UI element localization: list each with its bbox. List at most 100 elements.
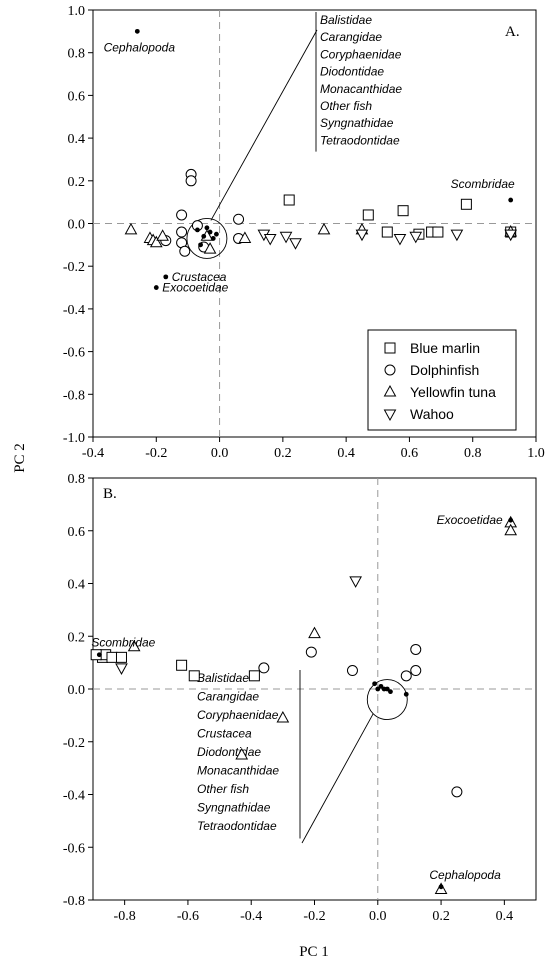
- y-tick-label: 0.6: [68, 89, 86, 104]
- legend-label: Wahoo: [410, 406, 454, 422]
- data-point-blue-marlin: [248, 670, 260, 682]
- legend-marker: [384, 364, 396, 376]
- data-point-wahoo: [279, 231, 293, 244]
- x-axis-title: PC 1: [299, 944, 329, 960]
- y-tick-label: -0.8: [63, 388, 85, 403]
- data-point-yellowfin-tuna: [317, 222, 331, 235]
- data-point-prey: [134, 28, 140, 34]
- data-point-wahoo: [349, 576, 362, 588]
- annotation-label: Exocoetidae: [162, 281, 228, 295]
- data-point-prey: [207, 229, 213, 235]
- data-point-wahoo: [289, 238, 302, 250]
- x-tick-label: -0.4: [240, 909, 262, 924]
- data-point-prey: [195, 227, 200, 233]
- series-blue-marlin: [90, 649, 260, 682]
- data-point-dolphinfish: [410, 665, 422, 677]
- data-point-prey: [508, 517, 514, 523]
- data-point-yellowfin-tuna: [203, 242, 217, 254]
- data-point-yellowfin-tuna: [124, 222, 138, 235]
- data-point-dolphinfish: [400, 670, 412, 682]
- y-tick-label: -0.6: [63, 346, 85, 361]
- data-point-prey: [384, 686, 390, 692]
- data-point-prey: [201, 233, 207, 239]
- group-label-line: Tetraodontidae: [197, 819, 277, 833]
- data-point-blue-marlin: [188, 670, 200, 682]
- group-label-line: Carangidae: [197, 690, 259, 704]
- group-label-line: Carangidae: [320, 30, 382, 44]
- data-point-prey: [508, 197, 514, 203]
- data-point-prey: [96, 652, 102, 658]
- group-label-line: Tetraodontidae: [320, 133, 400, 147]
- data-point-dolphinfish: [179, 245, 191, 257]
- group-label-line: Coryphaenidae: [197, 708, 279, 722]
- group-label-line: Coryphaenidae: [320, 47, 402, 61]
- y-tick-label: -0.4: [63, 303, 85, 318]
- data-point-wahoo: [450, 229, 464, 242]
- annotation-label: Scombridae: [451, 177, 515, 191]
- panel-b: 0.8 0.6 0.4 0.2 0.0 -0.2 -0.4 -0.6 -0.8 -0.8 -0.6 -…: [63, 472, 537, 924]
- data-point-blue-marlin: [115, 651, 127, 663]
- data-point-yellowfin-tuna: [235, 747, 249, 760]
- panel-a: 1.00.80.60.40.20.0-0.2-0.4-0.6-0.8-1.0-0…: [63, 4, 545, 461]
- data-point-prey: [375, 686, 381, 692]
- panel-label: B.: [103, 486, 117, 502]
- data-point-blue-marlin: [176, 659, 188, 671]
- y-tick-label: -0.4: [63, 789, 85, 804]
- data-point-yellowfin-tuna: [504, 523, 518, 536]
- y-axis-title: PC 2: [12, 443, 28, 473]
- panel-label: A.: [505, 24, 520, 40]
- group-label-line: Other fish: [197, 782, 249, 796]
- legend-label: Blue marlin: [410, 340, 480, 356]
- y-tick-label: 0.6: [68, 525, 86, 540]
- data-point-yellowfin-tuna: [308, 626, 321, 639]
- group-label-line: Monacanthidae: [197, 764, 279, 778]
- group-label-line: Crustacea: [197, 727, 252, 741]
- y-tick-label: -1.0: [63, 431, 85, 446]
- data-point-blue-marlin: [362, 209, 374, 221]
- x-tick-label: -0.8: [114, 909, 136, 924]
- group-connector: [210, 29, 318, 221]
- x-tick-label: 0.0: [369, 909, 387, 924]
- y-tick-label: 0.0: [68, 218, 86, 233]
- y-tick-label: 0.2: [68, 630, 86, 645]
- data-point-prey: [198, 242, 203, 248]
- data-point-prey: [210, 236, 216, 241]
- series-wahoo: [115, 576, 362, 675]
- data-point-yellowfin-tuna: [149, 235, 163, 248]
- legend: Blue marlin Dolphinfish Yellowfin tuna Waho…: [367, 329, 517, 431]
- y-tick-label: 0.4: [68, 132, 86, 147]
- y-tick-label: -0.2: [63, 260, 85, 275]
- x-tick-label: -0.2: [145, 446, 167, 461]
- data-point-dolphinfish: [185, 175, 197, 187]
- data-point-dolphinfish: [410, 643, 422, 655]
- annotation-label: Cephalopoda: [429, 868, 501, 882]
- group-label-line: Balistidae: [320, 13, 372, 27]
- x-tick-label: 0.6: [401, 446, 419, 461]
- data-point-blue-marlin: [381, 226, 393, 238]
- y-tick-label: 1.0: [68, 4, 86, 19]
- series-prey: [96, 517, 514, 890]
- data-point-prey: [204, 225, 210, 231]
- data-point-yellowfin-tuna: [238, 231, 252, 243]
- data-point-blue-marlin: [106, 651, 118, 663]
- data-point-yellowfin-tuna: [156, 229, 169, 241]
- data-point-dolphinfish: [258, 662, 270, 674]
- group-circle: [186, 217, 228, 259]
- x-tick-label: 0.0: [211, 446, 229, 461]
- annotation-label: Scombridae: [91, 636, 155, 650]
- data-point-yellowfin-tuna: [276, 710, 290, 723]
- y-tick-label: 0.8: [68, 472, 86, 487]
- data-point-wahoo: [393, 233, 407, 246]
- group-label-line: Diodontidae: [320, 65, 384, 79]
- legend-marker: [383, 409, 397, 422]
- data-point-prey: [378, 683, 384, 689]
- group-label-line: Syngnathidae: [320, 116, 394, 130]
- data-point-wahoo: [263, 233, 277, 246]
- data-point-wahoo: [409, 231, 423, 244]
- x-tick-label: -0.2: [303, 909, 325, 924]
- data-point-blue-marlin: [432, 226, 444, 238]
- data-point-dolphinfish: [233, 213, 245, 225]
- annotation-label: Crustacea: [172, 270, 227, 284]
- data-point-prey: [403, 691, 409, 697]
